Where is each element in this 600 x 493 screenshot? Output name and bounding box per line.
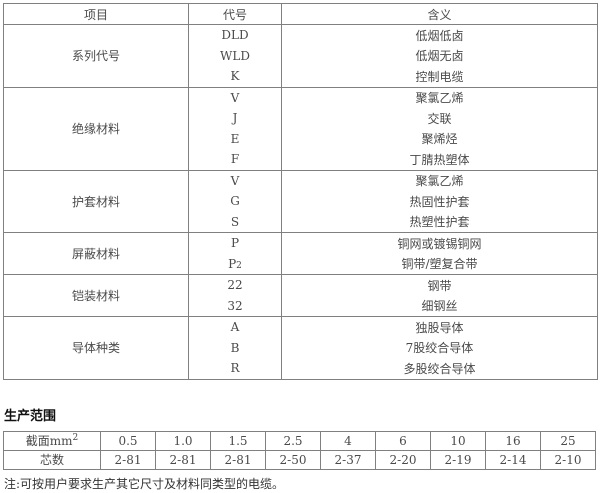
meaning-value: 交联 xyxy=(427,111,452,126)
section-label-superscript: 2 xyxy=(72,433,79,443)
cores-value: 2-50 xyxy=(265,449,321,470)
note-text: 注:可按用户要求生产其它尺寸及材料同类型的电缆。 xyxy=(4,476,285,491)
code-value: WLD xyxy=(220,48,250,63)
item-label: 铠装材料 xyxy=(3,274,189,317)
cores-value: 2-37 xyxy=(320,449,376,470)
code-value: 22 xyxy=(227,278,243,293)
code-value: F xyxy=(230,152,240,167)
meaning-value: 丁腈热塑体 xyxy=(409,152,470,167)
cores-value: 2-81 xyxy=(210,449,266,470)
meaning-value: 聚烯烃 xyxy=(421,132,458,147)
cores-value: 2-19 xyxy=(430,449,486,470)
meaning-cell: 低烟低卤 低烟无卤 控制电缆 xyxy=(281,24,598,88)
item-label: 屏蔽材料 xyxy=(3,232,189,275)
production-range-heading: 生产范围 xyxy=(4,408,57,424)
section-value: 2.5 xyxy=(265,430,321,451)
meaning-value: 热塑性护套 xyxy=(409,215,470,230)
column-header-meaning: 含义 xyxy=(281,3,598,25)
table-row-armor-material: 铠装材料 22 32 钢带 细钢丝 xyxy=(3,274,598,317)
meaning-cell: 钢带 细钢丝 xyxy=(281,274,598,317)
meaning-value: 热固性护套 xyxy=(409,194,470,209)
section-value: 16 xyxy=(485,430,541,451)
meaning-value: 多股绞合导体 xyxy=(403,361,476,376)
code-value: B xyxy=(230,340,240,355)
table-row-series-code: 系列代号 DLD WLD K 低烟低卤 低烟无卤 控制电缆 xyxy=(3,24,598,88)
meaning-cell: 铜网或镀锡铜网 铜带/塑复合带 xyxy=(281,232,598,275)
table-row-conductor-type: 导体种类 A B R 独股导体 7股绞合导体 多股绞合导体 xyxy=(3,316,598,380)
section-value: 6 xyxy=(375,430,431,451)
code-value: V xyxy=(230,173,240,188)
section-value: 4 xyxy=(320,430,376,451)
item-label: 导体种类 xyxy=(3,316,189,380)
cable-code-table: 项目 代号 含义 系列代号 DLD WLD K 低烟低卤 低烟无卤 控制电缆 绝… xyxy=(3,3,598,380)
code-value: V xyxy=(230,90,240,105)
column-header-code: 代号 xyxy=(188,3,282,25)
section-label-base: 截面mm xyxy=(25,434,73,448)
code-value: R xyxy=(230,361,240,376)
code-value: 32 xyxy=(227,298,243,313)
production-range-table: 截面mm2 0.5 1.0 1.5 2.5 4 6 10 16 25 芯数 2-… xyxy=(3,430,596,470)
section-row-label: 截面mm2 xyxy=(3,430,101,451)
code-cell: DLD WLD K xyxy=(188,24,282,88)
code-value: DLD xyxy=(221,28,249,43)
section-value: 25 xyxy=(540,430,596,451)
meaning-value: 铜网或镀锡铜网 xyxy=(397,236,482,251)
meaning-cell: 独股导体 7股绞合导体 多股绞合导体 xyxy=(281,316,598,380)
table-header-row: 项目 代号 含义 xyxy=(3,3,598,25)
cores-value: 2-10 xyxy=(540,449,596,470)
meaning-value: 细钢丝 xyxy=(421,299,458,314)
code-value: G xyxy=(230,194,240,209)
cores-value: 2-20 xyxy=(375,449,431,470)
cores-row-label: 芯数 xyxy=(3,449,101,470)
item-label: 系列代号 xyxy=(3,24,189,88)
meaning-value: 聚氯乙烯 xyxy=(415,174,464,189)
meaning-cell: 聚氯乙烯 交联 聚烯烃 丁腈热塑体 xyxy=(281,86,598,171)
code-value: K xyxy=(230,69,240,84)
code-value: A xyxy=(230,320,240,335)
code-cell: V G S xyxy=(188,169,282,233)
meaning-value: 独股导体 xyxy=(415,320,464,335)
meaning-value: 钢带 xyxy=(427,278,452,293)
section-value: 1.0 xyxy=(155,430,211,451)
code-value: S xyxy=(230,214,240,229)
cores-value: 2-81 xyxy=(100,449,156,470)
section-row: 截面mm2 0.5 1.0 1.5 2.5 4 6 10 16 25 xyxy=(3,430,596,451)
item-label: 护套材料 xyxy=(3,169,189,233)
code-subscript: 2 xyxy=(236,261,242,272)
section-value: 10 xyxy=(430,430,486,451)
code-value: E xyxy=(230,131,240,146)
table-row-insulation-material: 绝缘材料 V J E F 聚氯乙烯 交联 聚烯烃 丁腈热塑体 xyxy=(3,86,598,171)
meaning-cell: 聚氯乙烯 热固性护套 热塑性护套 xyxy=(281,169,598,233)
section-value: 1.5 xyxy=(210,430,266,451)
section-value: 0.5 xyxy=(100,430,156,451)
meaning-value: 7股绞合导体 xyxy=(405,341,474,356)
cores-value: 2-81 xyxy=(155,449,211,470)
column-header-item: 项目 xyxy=(3,3,189,25)
meaning-value: 低烟无卤 xyxy=(415,49,464,64)
code-value: P xyxy=(230,236,240,251)
meaning-value: 聚氯乙烯 xyxy=(415,91,464,106)
code-base: P xyxy=(228,256,237,271)
meaning-value: 铜带/塑复合带 xyxy=(401,257,478,272)
table-row-sheath-material: 护套材料 V G S 聚氯乙烯 热固性护套 热塑性护套 xyxy=(3,169,598,233)
cores-row: 芯数 2-81 2-81 2-81 2-50 2-37 2-20 2-19 2-… xyxy=(3,449,596,470)
code-value: J xyxy=(232,111,238,126)
cores-value: 2-14 xyxy=(485,449,541,470)
code-cell: V J E F xyxy=(188,86,282,171)
item-label: 绝缘材料 xyxy=(3,86,189,171)
meaning-value: 控制电缆 xyxy=(415,69,464,84)
meaning-value: 低烟低卤 xyxy=(415,28,464,43)
code-cell: 22 32 xyxy=(188,274,282,317)
code-cell: A B R xyxy=(188,316,282,380)
